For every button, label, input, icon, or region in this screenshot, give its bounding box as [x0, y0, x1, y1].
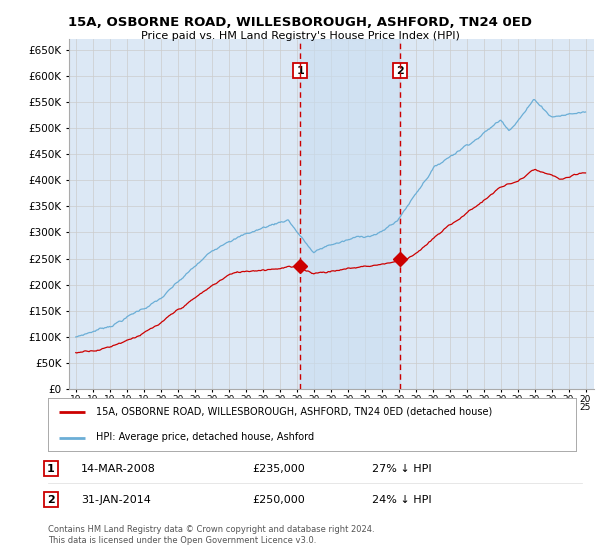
- Text: Price paid vs. HM Land Registry's House Price Index (HPI): Price paid vs. HM Land Registry's House …: [140, 31, 460, 41]
- Text: 27% ↓ HPI: 27% ↓ HPI: [372, 464, 431, 474]
- Text: 15A, OSBORNE ROAD, WILLESBOROUGH, ASHFORD, TN24 0ED (detached house): 15A, OSBORNE ROAD, WILLESBOROUGH, ASHFOR…: [95, 407, 492, 417]
- Text: 2: 2: [396, 66, 404, 76]
- Text: 1: 1: [296, 66, 304, 76]
- Text: 31-JAN-2014: 31-JAN-2014: [81, 494, 151, 505]
- Text: £235,000: £235,000: [252, 464, 305, 474]
- Text: HPI: Average price, detached house, Ashford: HPI: Average price, detached house, Ashf…: [95, 432, 314, 442]
- Text: 15A, OSBORNE ROAD, WILLESBOROUGH, ASHFORD, TN24 0ED: 15A, OSBORNE ROAD, WILLESBOROUGH, ASHFOR…: [68, 16, 532, 29]
- Text: 2: 2: [47, 494, 55, 505]
- Text: 24% ↓ HPI: 24% ↓ HPI: [372, 494, 431, 505]
- Text: Contains HM Land Registry data © Crown copyright and database right 2024.
This d: Contains HM Land Registry data © Crown c…: [48, 525, 374, 545]
- Text: 14-MAR-2008: 14-MAR-2008: [81, 464, 156, 474]
- Bar: [300, 39, 400, 389]
- Text: £250,000: £250,000: [252, 494, 305, 505]
- Text: 1: 1: [47, 464, 55, 474]
